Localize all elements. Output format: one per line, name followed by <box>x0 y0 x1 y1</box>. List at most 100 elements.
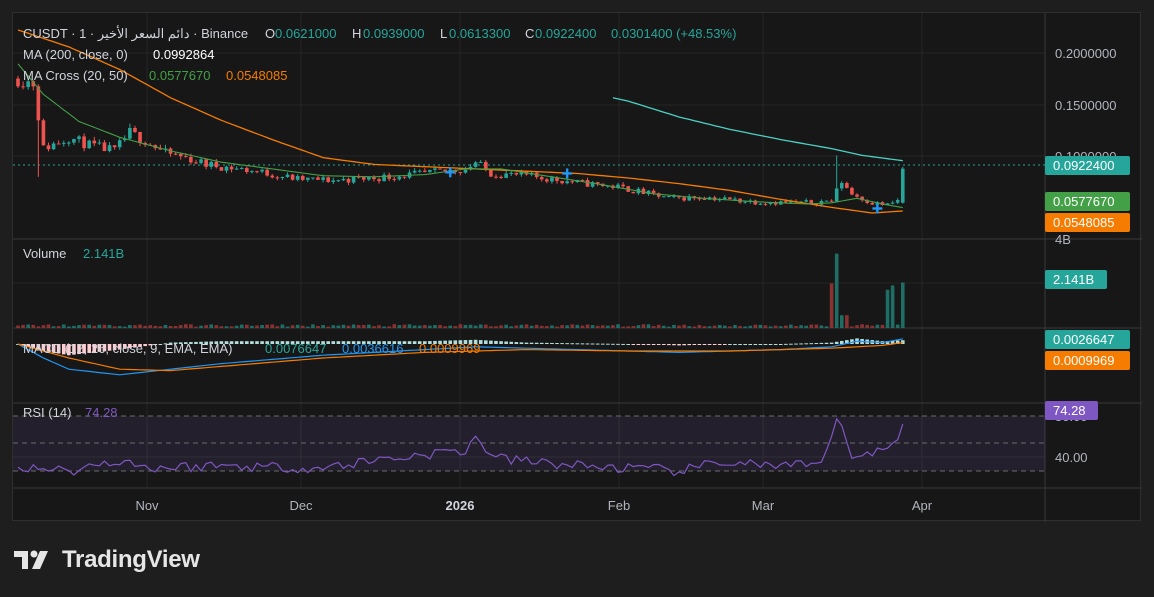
rsi-legend-value: 74.28 <box>85 405 118 420</box>
macd-hist-bar <box>555 343 559 345</box>
macd-hist-bar <box>626 344 630 345</box>
ma200-legend[interactable]: MA (200, close, 0) <box>23 47 128 62</box>
macd-hist-bar <box>738 344 742 345</box>
macd-hist-bar <box>173 342 178 344</box>
open-label: O <box>265 26 275 41</box>
macd-hist-bar <box>112 344 117 351</box>
ma200-line <box>612 97 903 162</box>
volume-bar <box>163 324 168 328</box>
candle-body <box>326 177 330 182</box>
macd-hist-bar <box>656 344 661 345</box>
volume-bar <box>72 325 76 328</box>
ma-fast-tag: 0.0577670 <box>1053 194 1114 209</box>
volume-bar <box>67 326 71 328</box>
volume-bar <box>117 326 122 328</box>
symbol-title[interactable]: CUSDT · 1 · دائم السعر الأخير · Binance <box>23 25 248 42</box>
macd-hist-bar <box>138 344 142 347</box>
macd-hist-bar <box>295 341 300 344</box>
volume-bar <box>158 326 163 328</box>
macd-hist-bar <box>753 344 758 345</box>
candle-body <box>270 175 275 178</box>
candle-body <box>733 198 737 200</box>
candle-body <box>295 175 300 180</box>
macd-hist-bar <box>712 344 717 345</box>
ma-fast-tag-bg <box>1045 192 1130 211</box>
volume-bar <box>184 324 188 328</box>
volume-bar <box>870 325 875 328</box>
macd-hist-bar <box>372 341 376 344</box>
macd-hist-bar <box>890 340 895 344</box>
candle-body <box>92 140 97 144</box>
candle-body <box>667 196 671 198</box>
volume-bar <box>468 324 473 328</box>
macd-hist-bar <box>300 341 305 344</box>
volume-bar <box>529 325 534 328</box>
macd-hist-bar <box>316 341 320 344</box>
macd-hist-bar <box>473 339 478 344</box>
grid <box>13 13 1045 488</box>
volume-bar <box>682 324 686 328</box>
rsi-legend[interactable]: RSI (14) <box>23 405 71 420</box>
volume-bar <box>341 324 346 328</box>
volume-bar <box>92 325 97 328</box>
candle-body <box>102 142 107 152</box>
ma-slow-line <box>17 29 903 214</box>
macd-hist-bar <box>692 344 697 345</box>
volume-legend[interactable]: Volume <box>23 246 66 261</box>
macd-hist-bar <box>728 344 732 345</box>
candle-body <box>417 170 422 172</box>
macd-hist-bar <box>143 344 147 347</box>
volume-bar <box>112 326 117 328</box>
macd-hist-bar <box>285 341 290 344</box>
macross-legend[interactable]: MA Cross (20, 50) <box>23 68 128 83</box>
volume-bar <box>672 324 676 328</box>
tradingview-logo[interactable]: TradingView <box>14 545 200 575</box>
macd-hist-bar <box>677 344 681 346</box>
candle-body <box>687 196 692 201</box>
volume-bar <box>758 324 763 328</box>
macd-hist-bar <box>616 343 620 345</box>
macd-hist-bar <box>209 341 214 344</box>
macd-hist-bar <box>92 344 97 353</box>
candle-body <box>194 162 198 164</box>
volume-bar <box>560 325 564 328</box>
volume-bar <box>895 324 900 328</box>
macd-hist-bar <box>290 341 295 344</box>
ma-slow-tag-bg <box>1045 213 1130 232</box>
macd-hist-bar <box>163 343 168 345</box>
candle-body <box>21 86 25 88</box>
volume-bar <box>575 324 580 328</box>
macd-hist-bar <box>255 341 259 344</box>
macd-hist-bar <box>524 342 529 344</box>
volume-bar <box>331 325 336 328</box>
candle-body <box>412 170 417 173</box>
macd-hist-bar <box>392 341 397 344</box>
candle-body <box>46 145 51 150</box>
volume-bar <box>641 324 646 328</box>
macd-hist-bar <box>499 341 503 344</box>
volume-bar <box>712 325 717 328</box>
volume-bar <box>311 324 315 328</box>
candle-body <box>590 182 595 187</box>
volume-bar <box>224 326 229 328</box>
macd-hist-bar <box>189 342 193 344</box>
macd-legend[interactable]: MACD (12, 26, close, 9, EMA, EMA) <box>23 341 233 356</box>
macd-hist-bar <box>178 342 183 344</box>
candle-body <box>41 120 46 146</box>
candle-body <box>702 198 707 200</box>
candle-body <box>585 180 590 187</box>
volume-bar <box>784 325 788 328</box>
macd-hist-bar <box>397 341 402 344</box>
volume-bar <box>473 325 478 328</box>
chart-canvas[interactable]: CUSDT · 1 · دائم السعر الأخير · Binance … <box>13 13 1142 522</box>
macd-hist-bar <box>199 341 203 344</box>
macd-hist-bar <box>382 341 386 344</box>
candle-body <box>885 203 890 206</box>
volume-bar <box>209 324 214 328</box>
volume-bar <box>412 325 417 328</box>
volume-bar <box>545 325 549 328</box>
macd-hist-bar <box>194 341 198 344</box>
volume-bar <box>407 324 412 328</box>
macd-hist-bar <box>250 341 254 344</box>
volume-bar <box>51 326 56 328</box>
